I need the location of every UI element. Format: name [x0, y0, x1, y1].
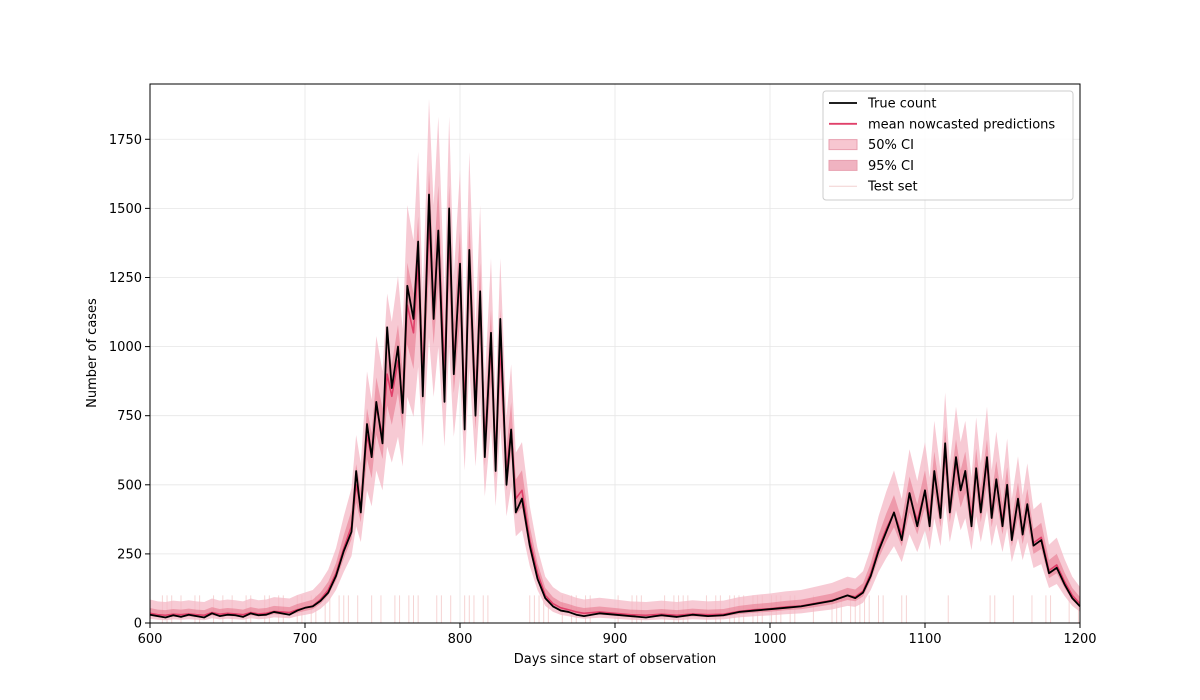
- y-tick-label: 250: [117, 547, 142, 562]
- x-axis-label: Days since start of observation: [514, 652, 716, 667]
- x-tick-label: 1100: [908, 632, 941, 647]
- legend-swatch: [828, 139, 858, 151]
- x-tick-label: 800: [448, 632, 473, 647]
- legend-swatch: [828, 159, 858, 171]
- x-tick-label: 1200: [1063, 632, 1096, 647]
- legend-label: True count: [867, 97, 936, 112]
- y-axis-label: Number of cases: [85, 298, 100, 408]
- legend-label: mean nowcasted predictions: [868, 117, 1055, 132]
- true-count-line: [149, 193, 1081, 619]
- ci95-band: [150, 98, 1080, 621]
- legend-label: Test set: [867, 180, 918, 195]
- x-tick-label: 700: [293, 632, 318, 647]
- legend: True count mean nowcasted predictions 50% …: [822, 90, 1074, 201]
- legend-label: 95% CI: [868, 159, 914, 174]
- legend-box: [822, 90, 1074, 201]
- y-tick-label: 1750: [109, 133, 142, 148]
- x-tick-label: 1000: [753, 632, 786, 647]
- x-tick-label: 900: [603, 632, 628, 647]
- legend-label: 50% CI: [868, 138, 914, 153]
- x-tick-label: 600: [138, 632, 163, 647]
- x-axis-ticks: 600 700 800 900 1000 1100 1200: [138, 623, 1097, 647]
- y-tick-label: 1000: [109, 340, 142, 355]
- y-tick-label: 500: [117, 478, 142, 493]
- y-tick-label: 1250: [109, 271, 142, 286]
- ci-bands: [150, 98, 1080, 621]
- y-tick-label: 0: [134, 617, 142, 632]
- y-tick-label: 1500: [109, 202, 142, 217]
- y-axis-ticks: 0 250 500 750 1000 1250 1500 1750: [109, 133, 150, 632]
- y-tick-label: 750: [117, 409, 142, 424]
- series-lines: [149, 193, 1081, 619]
